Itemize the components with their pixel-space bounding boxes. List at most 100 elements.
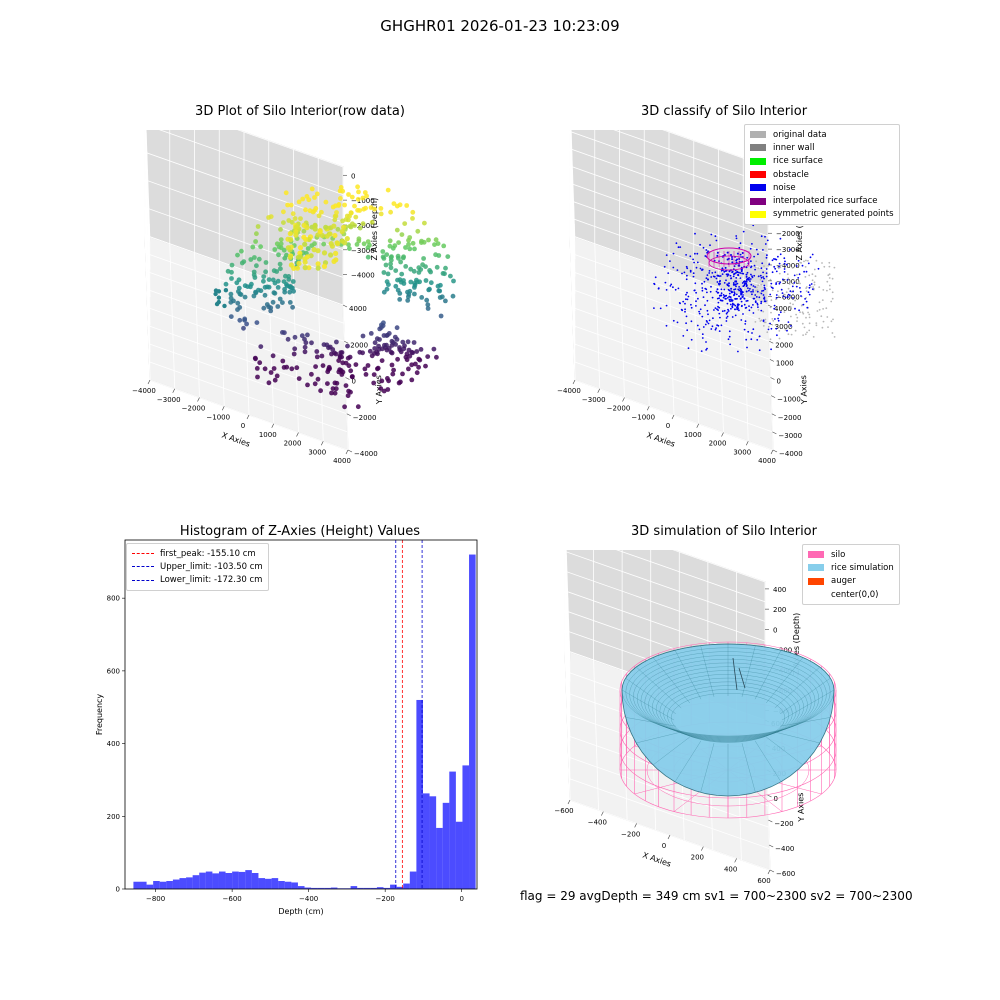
- raw-data-point: [281, 279, 287, 284]
- sim-rice-mesh: [766, 736, 804, 766]
- raw-data-point: [388, 261, 393, 267]
- raw-data-point: [284, 364, 290, 370]
- cls-noise-point: [755, 248, 758, 251]
- raw-data-point: [292, 334, 298, 340]
- raw-data-point: [386, 282, 391, 287]
- raw-data-point: [334, 210, 339, 215]
- raw-data-point: [340, 218, 345, 224]
- cls-original-point: [811, 273, 814, 276]
- raw-data-point: [253, 290, 259, 296]
- legend-label: noise: [773, 182, 796, 193]
- cls-noise-point: [682, 300, 685, 303]
- raw-data-point: [436, 253, 442, 258]
- cls-noise-point: [757, 306, 759, 308]
- raw-data-point: [338, 368, 344, 373]
- cls-noise-point: [740, 300, 743, 303]
- cls-noise-point: [731, 316, 734, 318]
- cls-noise-point: [754, 268, 756, 271]
- raw-data-point: [237, 317, 243, 323]
- cls-original-point: [783, 293, 785, 296]
- cls-noise-point: [742, 272, 745, 275]
- raw-x-tick: [271, 423, 275, 428]
- histogram-bar: [166, 881, 173, 889]
- cls-noise-point: [731, 270, 734, 273]
- raw-data-point: [403, 354, 409, 360]
- cls-noise-point: [743, 303, 746, 306]
- cls-noise-point: [719, 275, 722, 277]
- cls-noise-point: [765, 272, 768, 275]
- status-footer: flag = 29 avgDepth = 349 cm sv1 = 700~23…: [520, 889, 913, 903]
- raw-gridline: [144, 179, 344, 325]
- raw-data-point: [242, 294, 248, 300]
- raw-data-point: [345, 343, 350, 349]
- sim-rice-mesh: [780, 677, 831, 714]
- raw-data-point: [381, 270, 387, 275]
- cls-noise-point: [798, 273, 801, 276]
- cls-original-point: [771, 289, 774, 292]
- cls-noise-point: [754, 294, 757, 296]
- cls-original-point: [759, 291, 761, 294]
- raw-data-point: [379, 378, 385, 384]
- cls-noise-point: [684, 308, 686, 311]
- cls-noise-point: [782, 295, 785, 298]
- cls-noise-point: [743, 328, 746, 331]
- raw-data-point: [445, 254, 451, 259]
- cls-original-point: [813, 281, 816, 284]
- raw-data-point: [342, 404, 347, 410]
- raw-data-point: [304, 254, 310, 260]
- raw-data-point: [238, 292, 244, 297]
- cls-original-point: [820, 315, 823, 318]
- cls-noise-point: [754, 286, 756, 288]
- raw-data-point: [408, 266, 414, 272]
- raw-x-tick: [197, 397, 200, 402]
- histogram-frame: [124, 539, 478, 890]
- cls-noise-point: [686, 291, 688, 294]
- raw-data-point: [367, 348, 373, 354]
- sim-rice-mesh: [774, 731, 820, 744]
- cls-original-point: [774, 324, 777, 326]
- cls-noise-point: [717, 301, 720, 304]
- raw-data-point: [306, 265, 312, 271]
- cls-noise-point: [781, 292, 784, 294]
- raw-data-point: [385, 387, 391, 392]
- cls-noise-point: [714, 328, 717, 331]
- cls-noise-point: [799, 287, 801, 289]
- raw-data-point: [290, 279, 296, 284]
- raw-data-point: [333, 213, 339, 219]
- cls-gridline: [570, 130, 769, 243]
- cls-noise-point: [745, 284, 748, 287]
- raw-data-point: [327, 231, 333, 237]
- cls-noise-point: [739, 297, 742, 300]
- raw-data-point: [235, 300, 241, 306]
- raw-data-point: [244, 321, 249, 327]
- cls-original-point: [796, 273, 798, 276]
- cls-noise-point: [665, 324, 668, 327]
- raw-data-point: [229, 262, 235, 268]
- cls-noise-point: [795, 285, 798, 288]
- cls-x-tick-label: −1000: [631, 413, 655, 421]
- raw-data-point: [287, 289, 293, 295]
- cls-original-point: [760, 283, 763, 286]
- sim-rice-mesh: [781, 689, 835, 721]
- cls-noise-point: [714, 307, 717, 309]
- cls-noise-point: [720, 324, 723, 327]
- raw-data-point: [355, 184, 360, 190]
- cls-original-point: [788, 283, 791, 285]
- raw-data-point: [309, 371, 314, 377]
- raw-z-tick-label: 0: [351, 172, 355, 180]
- cls-noise-point: [745, 280, 748, 283]
- raw-data-point: [434, 354, 439, 360]
- cls-noise-point: [676, 269, 679, 271]
- raw-data-point: [423, 363, 428, 369]
- raw-data-point: [418, 347, 424, 352]
- cls-original-point: [831, 332, 834, 334]
- raw-data-point: [266, 380, 272, 386]
- raw-data-point: [436, 288, 442, 294]
- raw-data-point: [254, 366, 260, 371]
- raw-data-point: [381, 388, 387, 394]
- legend-swatch: [750, 144, 766, 152]
- histogram-bar: [225, 873, 233, 889]
- cls-noise-point: [706, 251, 708, 254]
- raw-data-point: [431, 346, 437, 352]
- cls-noise-point: [742, 280, 745, 283]
